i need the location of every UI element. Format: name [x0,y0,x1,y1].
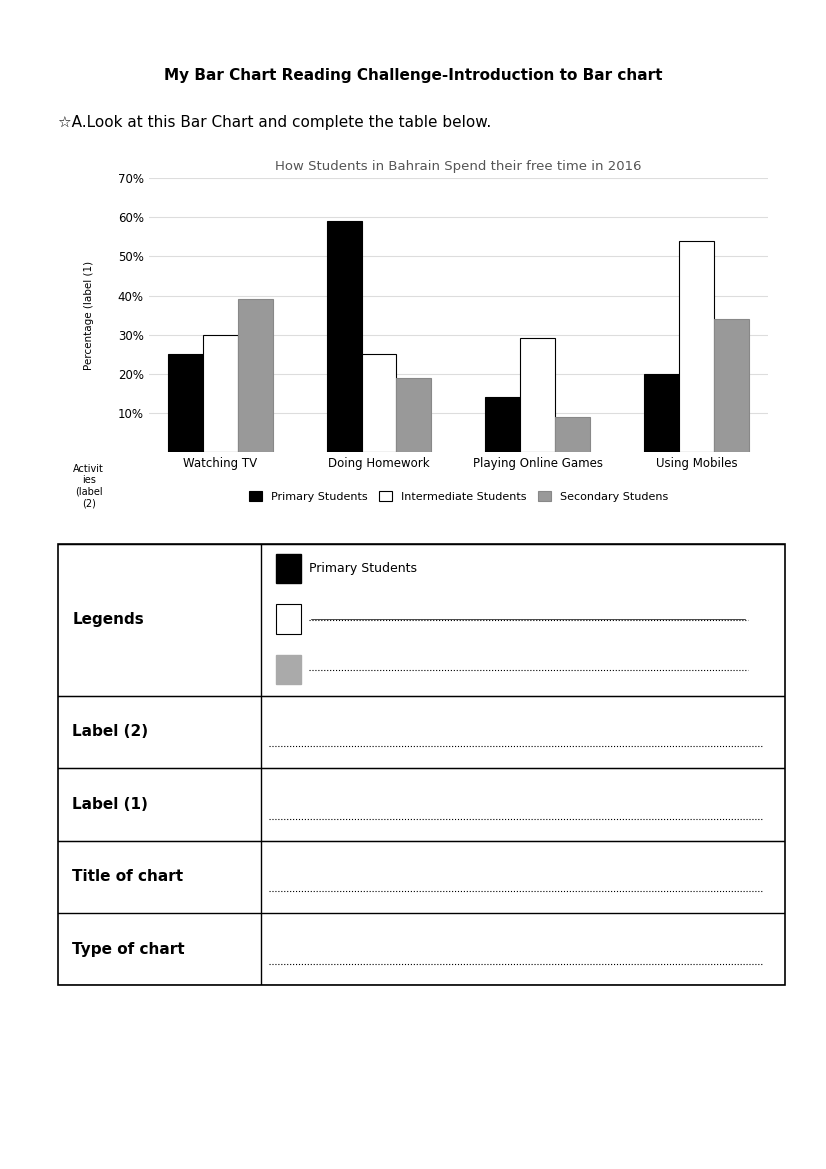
Text: Title of chart: Title of chart [73,870,183,884]
Bar [276,554,301,583]
Bar [276,604,301,634]
Bar [326,221,362,451]
Bar [238,299,273,451]
Bar [555,416,591,451]
Bar [644,374,679,451]
Bar [714,319,749,451]
Bar [486,397,520,451]
Bar [679,241,714,451]
Title: How Students in Bahrain Spend their free time in 2016: How Students in Bahrain Spend their free… [275,160,642,173]
Text: Label (2): Label (2) [73,725,149,739]
Text: Legends: Legends [73,613,144,627]
Bar [202,334,238,451]
Text: Type of chart: Type of chart [73,942,185,956]
Text: Percentage (label (1): Percentage (label (1) [83,261,94,369]
Text: Label (1): Label (1) [73,797,148,811]
Text: My Bar Chart Reading Challenge-Introduction to Bar chart: My Bar Chart Reading Challenge-Introduct… [164,69,662,83]
Text: Primary Students: Primary Students [309,562,416,575]
Legend: Primary Students, Intermediate Students, Secondary Studens: Primary Students, Intermediate Students,… [244,486,672,506]
Bar [520,339,555,451]
Bar [276,655,301,684]
Text: Activit
ies
(label
(2): Activit ies (label (2) [74,464,104,509]
Bar [396,378,431,451]
Bar [362,354,396,451]
Bar [168,354,202,451]
Text: ☆A.Look at this Bar Chart and complete the table below.: ☆A.Look at this Bar Chart and complete t… [58,116,491,130]
